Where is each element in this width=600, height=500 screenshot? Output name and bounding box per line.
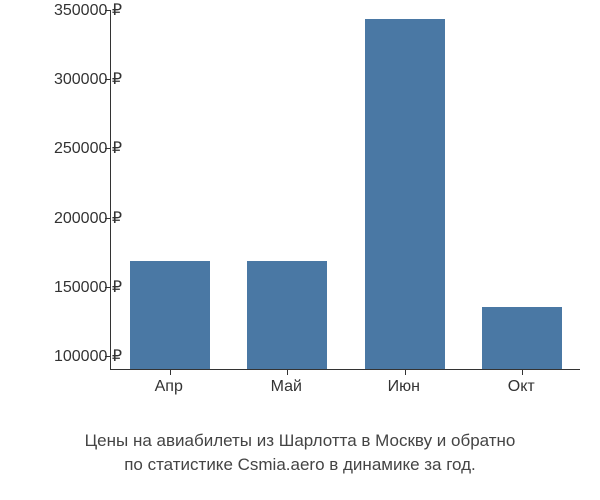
bar [482, 307, 562, 369]
y-axis-label: 200000 ₽ [54, 208, 122, 228]
x-axis-label: Окт [508, 378, 535, 396]
x-tick [522, 369, 523, 375]
y-axis-label: 100000 ₽ [54, 346, 122, 366]
price-chart: Апр Май Июн Окт [110, 10, 580, 400]
x-axis-label: Апр [155, 378, 183, 396]
bar [365, 19, 445, 369]
chart-caption: Цены на авиабилеты из Шарлотта в Москву … [0, 429, 600, 478]
bar [130, 261, 210, 369]
x-tick [405, 369, 406, 375]
bar [247, 261, 327, 369]
x-axis-label: Июн [388, 378, 420, 396]
x-axis-label: Май [271, 378, 302, 396]
y-axis-label: 250000 ₽ [54, 138, 122, 158]
y-axis-label: 350000 ₽ [54, 0, 122, 20]
plot-area [110, 10, 580, 370]
y-axis-label: 300000 ₽ [54, 69, 122, 89]
x-tick [170, 369, 171, 375]
y-axis-label: 150000 ₽ [54, 277, 122, 297]
caption-line-1: Цены на авиабилеты из Шарлотта в Москву … [85, 431, 516, 450]
x-tick [287, 369, 288, 375]
caption-line-2: по статистике Csmia.aero в динамике за г… [124, 455, 476, 474]
